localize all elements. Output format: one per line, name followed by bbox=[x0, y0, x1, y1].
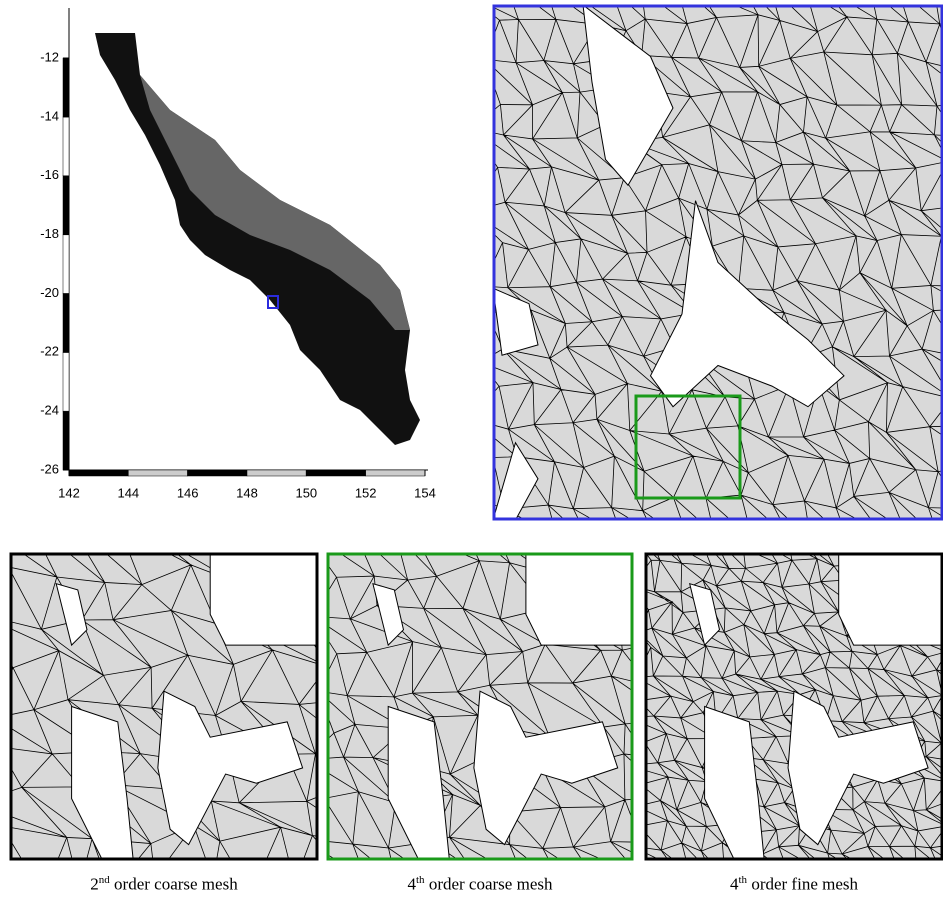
order-suffix: nd bbox=[99, 874, 110, 886]
caption: 2nd order coarse mesh bbox=[14, 874, 314, 895]
x-tick-label: 150 bbox=[295, 485, 317, 500]
order: 2 bbox=[90, 875, 99, 894]
mesh-panel bbox=[0, 519, 375, 895]
caption-label: order coarse mesh bbox=[429, 875, 553, 894]
x-tick-label: 152 bbox=[355, 485, 377, 500]
x-tick-label: 142 bbox=[58, 485, 80, 500]
mesh-panel bbox=[300, 523, 681, 888]
frame-segment bbox=[63, 352, 69, 411]
page: {"map": {"xlim": [142, 154], "ylim": [-2… bbox=[0, 0, 943, 903]
caption-label: order coarse mesh bbox=[114, 875, 238, 894]
y-tick-label: -20 bbox=[40, 285, 59, 300]
y-tick-label: -22 bbox=[40, 344, 59, 359]
frame-segment bbox=[63, 293, 69, 352]
x-tick-label: 154 bbox=[414, 485, 436, 500]
frame-segment bbox=[63, 235, 69, 294]
coastline-mesh bbox=[95, 33, 420, 445]
y-tick-label: -14 bbox=[40, 108, 59, 123]
frame-segment bbox=[63, 58, 69, 117]
order-suffix: th bbox=[739, 874, 748, 886]
caption: 4th order fine mesh bbox=[644, 874, 943, 895]
frame-segment bbox=[306, 470, 365, 476]
x-tick-label: 146 bbox=[177, 485, 199, 500]
frame-segment bbox=[366, 470, 425, 476]
island bbox=[526, 553, 633, 645]
frame-segment bbox=[69, 470, 128, 476]
frame-segment bbox=[247, 470, 306, 476]
order: 4 bbox=[408, 875, 417, 894]
figure: 142 144 146 148 150 152 154 -26 -24 -22 -20 -18 -16 -… bbox=[0, 0, 943, 903]
frame-segment bbox=[63, 117, 69, 176]
y-tick-label: -16 bbox=[40, 167, 59, 182]
order-suffix: th bbox=[416, 874, 425, 886]
mesh-panel bbox=[467, 0, 943, 544]
y-tick-label: -12 bbox=[40, 49, 59, 64]
caption-label: order fine mesh bbox=[751, 875, 858, 894]
frame-segment bbox=[63, 176, 69, 235]
y-tick-label: -24 bbox=[40, 403, 59, 418]
island bbox=[210, 553, 318, 645]
caption: 4th order coarse mesh bbox=[330, 874, 630, 895]
order: 4 bbox=[730, 875, 739, 894]
y-tick-label: -18 bbox=[40, 226, 59, 241]
y-tick-label: -26 bbox=[40, 461, 59, 476]
x-tick-label: 144 bbox=[117, 485, 139, 500]
frame-segment bbox=[128, 470, 187, 476]
mesh-panel bbox=[628, 536, 943, 877]
frame-segment bbox=[63, 411, 69, 470]
frame-segment bbox=[188, 470, 247, 476]
x-tick-label: 148 bbox=[236, 485, 258, 500]
island bbox=[839, 553, 943, 645]
